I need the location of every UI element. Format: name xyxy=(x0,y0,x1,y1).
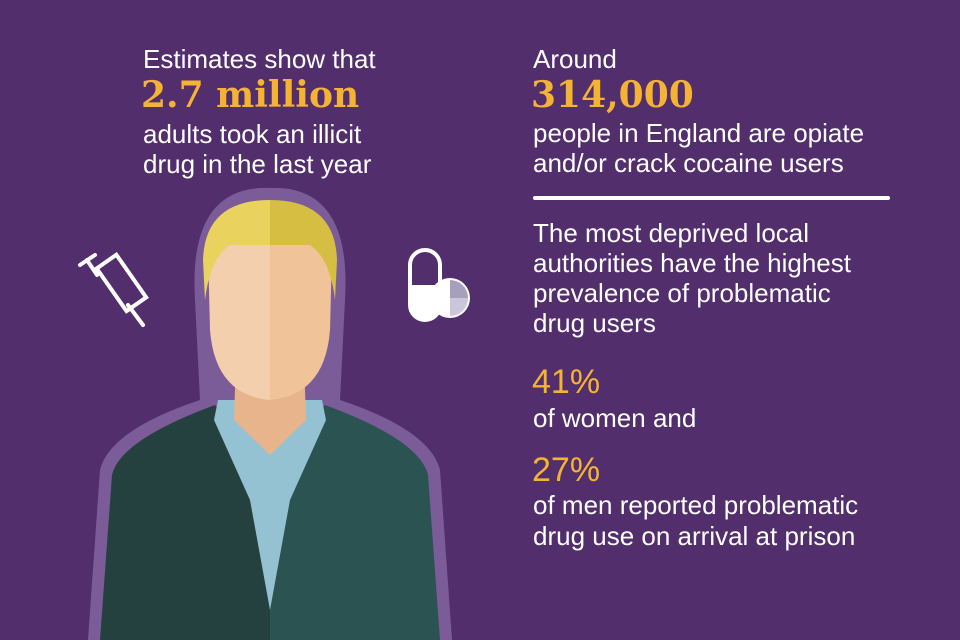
syringe-icon xyxy=(78,251,149,327)
text: people in England are opiate xyxy=(533,118,865,148)
divider xyxy=(533,196,890,200)
text: of women and xyxy=(533,403,697,433)
text: adults took an illicit xyxy=(143,119,362,149)
hair-left xyxy=(203,200,270,300)
face-right xyxy=(270,230,332,400)
text: Estimates show that xyxy=(143,44,376,74)
text: drug use on arrival at prison xyxy=(533,521,856,551)
highlight: 2.7 million xyxy=(141,74,360,116)
highlight: 41% xyxy=(532,363,601,401)
text: authorities have the highest xyxy=(533,248,851,278)
shirt xyxy=(214,400,326,610)
text: and/or crack cocaine users xyxy=(533,148,844,178)
highlight: 314,000 xyxy=(531,74,694,116)
text: drug in the last year xyxy=(143,149,372,179)
suit-right xyxy=(270,405,440,640)
text: The most deprived local xyxy=(533,218,810,248)
text: prevalence of problematic xyxy=(533,278,831,308)
pill-icon xyxy=(408,248,470,322)
highlight: 27% xyxy=(532,451,601,489)
suit-left xyxy=(100,405,270,640)
text: of men reported problematic xyxy=(533,490,859,520)
face-left xyxy=(208,230,270,400)
hair-right xyxy=(270,200,337,300)
text: drug users xyxy=(533,308,656,338)
text: Around xyxy=(533,44,617,74)
